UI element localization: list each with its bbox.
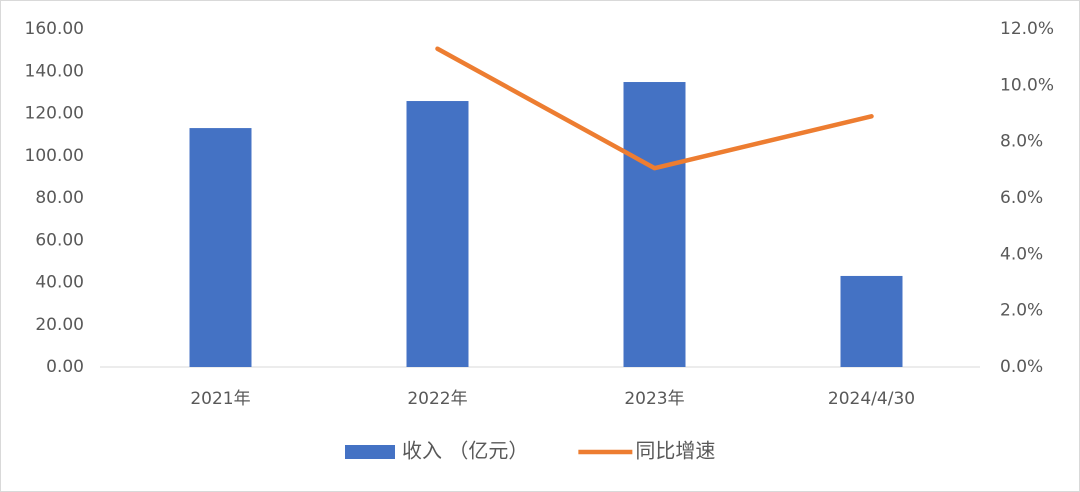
y-tick-label: 40.00 bbox=[35, 273, 84, 293]
y-tick-label: 0.00 bbox=[46, 357, 84, 377]
y2-tick-label: 0.0% bbox=[1000, 357, 1043, 377]
y-tick-label: 20.00 bbox=[35, 315, 84, 335]
y-tick-label: 100.00 bbox=[25, 146, 84, 166]
x-tick-label: 2023年 bbox=[624, 389, 684, 409]
bar bbox=[406, 101, 469, 367]
y-tick-label: 140.00 bbox=[25, 61, 84, 81]
y2-tick-label: 10.0% bbox=[1000, 75, 1054, 95]
x-tick-label: 2024/4/30 bbox=[828, 389, 915, 409]
x-tick-label: 2021年 bbox=[190, 389, 250, 409]
bar bbox=[623, 82, 686, 368]
y2-tick-label: 12.0% bbox=[1000, 19, 1054, 39]
y-tick-label: 80.00 bbox=[35, 188, 84, 208]
bar bbox=[840, 275, 903, 367]
x-tick-label: 2022年 bbox=[407, 389, 467, 409]
y-tick-label: 60.00 bbox=[35, 230, 84, 250]
legend-swatch bbox=[345, 445, 395, 459]
y2-tick-label: 8.0% bbox=[1000, 132, 1043, 152]
y2-tick-label: 6.0% bbox=[1000, 188, 1043, 208]
legend-label: 同比增速 bbox=[635, 439, 715, 463]
y-tick-label: 160.00 bbox=[25, 19, 84, 39]
legend-label: 收入 （亿元） bbox=[402, 439, 528, 463]
y2-tick-label: 4.0% bbox=[1000, 244, 1043, 264]
bar bbox=[189, 128, 252, 367]
y-tick-label: 120.00 bbox=[25, 104, 84, 124]
y2-tick-label: 2.0% bbox=[1000, 301, 1043, 321]
line bbox=[435, 46, 874, 171]
